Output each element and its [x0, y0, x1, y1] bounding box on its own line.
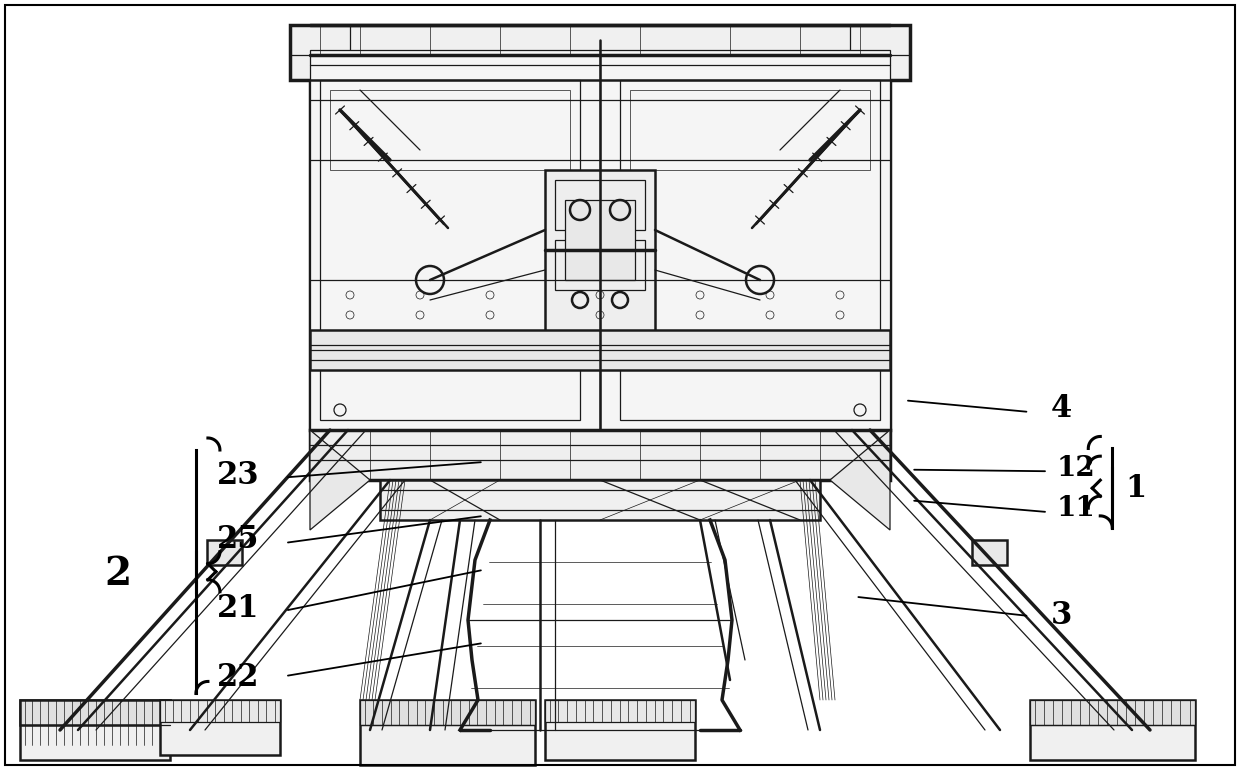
Text: 22: 22 — [217, 662, 259, 693]
Bar — [546, 700, 694, 760]
Bar — [20, 700, 170, 760]
Bar — [556, 240, 645, 290]
Bar — [565, 200, 635, 280]
Bar — [160, 700, 280, 755]
Text: 21: 21 — [217, 593, 259, 624]
Text: 23: 23 — [217, 460, 259, 490]
Text: 1: 1 — [1125, 474, 1147, 504]
Bar — [849, 25, 910, 55]
Bar — [360, 700, 534, 765]
Bar — [360, 700, 534, 725]
Bar — [630, 90, 870, 170]
Bar — [330, 90, 570, 170]
Bar — [1030, 700, 1195, 725]
Bar — [290, 25, 910, 80]
Bar — [160, 700, 280, 722]
Bar — [290, 25, 350, 55]
Bar — [310, 430, 890, 480]
Polygon shape — [310, 430, 370, 530]
Text: 3: 3 — [1050, 601, 1073, 631]
Text: 4: 4 — [1050, 393, 1073, 424]
Bar — [546, 170, 655, 350]
Bar — [20, 700, 170, 725]
Bar — [600, 50, 890, 430]
Bar — [207, 540, 242, 565]
Bar — [546, 700, 694, 722]
Bar — [556, 180, 645, 230]
Text: 12: 12 — [1056, 454, 1096, 482]
Text: 11: 11 — [1056, 494, 1096, 522]
Polygon shape — [830, 430, 890, 530]
Bar — [1030, 700, 1195, 760]
Bar — [972, 540, 1007, 565]
Bar — [310, 50, 600, 430]
Text: 2: 2 — [104, 554, 131, 593]
Text: 25: 25 — [217, 524, 259, 554]
Bar — [310, 40, 890, 430]
Bar — [379, 480, 820, 520]
Bar — [310, 330, 890, 370]
Bar — [320, 80, 580, 420]
Bar — [620, 80, 880, 420]
